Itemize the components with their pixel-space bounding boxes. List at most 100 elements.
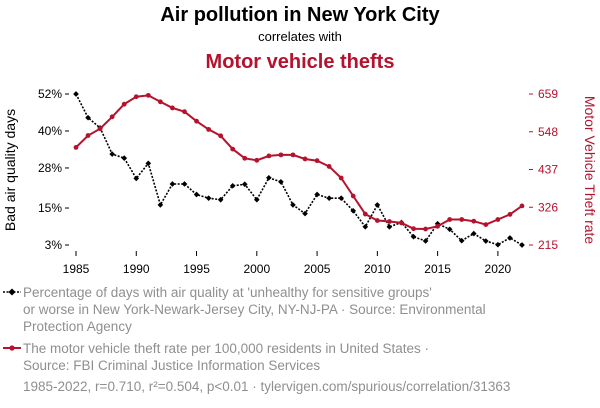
- chart-subtitle: correlates with: [258, 29, 342, 44]
- data-point-vehicle-theft: [507, 211, 513, 217]
- data-point-vehicle-theft: [399, 220, 404, 226]
- data-point-vehicle-theft: [206, 126, 211, 132]
- x-tick-label: 2010: [364, 262, 391, 276]
- data-point-vehicle-theft: [447, 217, 453, 222]
- data-point-air-quality: [290, 202, 296, 208]
- x-axis: 1985 1990 1995 2000 2005 2010 2015 2020: [63, 251, 512, 276]
- data-point-air-quality: [193, 191, 200, 198]
- y-tick-right-label: 215: [538, 238, 558, 252]
- data-point-vehicle-theft: [471, 218, 477, 224]
- data-point-air-quality: [85, 114, 91, 121]
- data-point-vehicle-theft: [519, 203, 525, 209]
- chart-title-secondary: Motor vehicle thefts: [206, 51, 395, 73]
- data-point-air-quality: [314, 191, 320, 198]
- data-point-air-quality: [169, 181, 176, 187]
- data-point-air-quality: [326, 195, 332, 202]
- y-tick-right-label: 326: [538, 200, 558, 214]
- data-point-vehicle-theft: [326, 164, 332, 169]
- data-point-air-quality: [145, 160, 152, 167]
- data-point-vehicle-theft: [266, 153, 272, 159]
- data-point-vehicle-theft: [302, 156, 308, 162]
- data-point-air-quality: [229, 182, 236, 189]
- data-point-air-quality: [157, 202, 164, 208]
- data-point-vehicle-theft: [435, 223, 441, 229]
- y-axis-label-left: Bad air quality days: [2, 109, 18, 231]
- data-point-air-quality: [266, 174, 272, 181]
- data-point-air-quality: [422, 238, 429, 244]
- data-point-vehicle-theft: [338, 175, 344, 181]
- data-point-air-quality: [374, 202, 381, 208]
- legend-text-air-quality-2: or worse in New York-Newark-Jersey City,…: [23, 302, 486, 317]
- data-point-vehicle-theft: [374, 218, 380, 223]
- data-point-vehicle-theft: [411, 226, 416, 232]
- data-point-air-quality: [278, 179, 284, 185]
- data-point-air-quality: [205, 195, 212, 201]
- y-tick-right-label: 548: [538, 125, 558, 139]
- data-point-vehicle-theft: [145, 92, 151, 98]
- data-point-vehicle-theft: [483, 222, 489, 227]
- series-line-air-quality: [75, 93, 523, 246]
- y-tick-left-label: 52%: [38, 87, 62, 101]
- legend-text-vehicle-theft-1: The motor vehicle theft rate per 100,000…: [23, 341, 429, 356]
- x-tick-label: 2005: [304, 262, 331, 276]
- data-point-vehicle-theft: [350, 193, 356, 199]
- y-tick-left-label: 40%: [38, 124, 62, 138]
- legend-marker-air-quality: [8, 288, 16, 296]
- data-point-air-quality: [495, 241, 501, 248]
- data-point-vehicle-theft: [362, 211, 368, 217]
- y-tick-left-label: 15%: [38, 201, 62, 215]
- data-point-air-quality: [121, 155, 128, 161]
- x-tick-label: 2020: [485, 262, 512, 276]
- plot-area: [73, 91, 525, 248]
- data-point-vehicle-theft: [182, 109, 187, 115]
- legend: Percentage of days with air quality at '…: [3, 285, 486, 373]
- data-point-air-quality: [507, 235, 513, 241]
- data-point-vehicle-theft: [97, 126, 103, 132]
- y-axis-left: 3% 15% 28% 40% 52%: [38, 87, 69, 252]
- data-point-air-quality: [410, 233, 417, 240]
- data-point-air-quality: [362, 223, 369, 230]
- x-tick-label: 1995: [183, 262, 210, 276]
- data-point-air-quality: [181, 181, 188, 187]
- x-tick-label: 1990: [123, 262, 150, 276]
- data-point-vehicle-theft: [194, 118, 199, 124]
- y-tick-right-label: 437: [538, 163, 558, 177]
- data-point-vehicle-theft: [85, 133, 91, 138]
- chart-footer: 1985-2022, r=0.710, r²=0.504, p<0.01 · t…: [23, 379, 510, 394]
- y-tick-left-label: 28%: [38, 161, 62, 175]
- data-point-air-quality: [470, 230, 477, 237]
- data-point-vehicle-theft: [218, 133, 224, 139]
- x-tick-label: 2015: [424, 262, 451, 276]
- data-point-air-quality: [519, 242, 525, 248]
- data-point-vehicle-theft: [157, 99, 163, 105]
- data-point-air-quality: [338, 195, 345, 201]
- x-tick-label: 1985: [63, 262, 90, 276]
- data-point-vehicle-theft: [109, 114, 115, 120]
- y-tick-right-label: 659: [538, 87, 558, 101]
- data-point-vehicle-theft: [423, 226, 428, 232]
- data-point-vehicle-theft: [459, 217, 465, 222]
- legend-text-air-quality-3: Protection Agency: [23, 319, 132, 334]
- data-point-air-quality: [109, 151, 116, 157]
- data-point-air-quality: [386, 223, 393, 230]
- data-point-vehicle-theft: [495, 217, 501, 222]
- legend-item-vehicle-theft: The motor vehicle theft rate per 100,000…: [3, 341, 429, 373]
- data-point-vehicle-theft: [230, 146, 236, 152]
- data-point-air-quality: [458, 237, 465, 244]
- x-tick-label: 2000: [243, 262, 270, 276]
- data-point-vehicle-theft: [170, 105, 175, 111]
- data-point-air-quality: [302, 210, 308, 217]
- data-point-vehicle-theft: [314, 158, 320, 164]
- data-point-vehicle-theft: [73, 144, 79, 150]
- data-point-vehicle-theft: [387, 219, 392, 224]
- chart-title: Air pollution in New York City: [160, 4, 440, 26]
- legend-marker-vehicle-theft: [9, 345, 15, 351]
- data-point-vehicle-theft: [133, 94, 139, 100]
- y-axis-right: 215 326 437 548 659: [529, 87, 558, 252]
- legend-item-air-quality: Percentage of days with air quality at '…: [3, 285, 486, 334]
- y-tick-left-label: 3%: [45, 238, 63, 252]
- data-point-vehicle-theft: [121, 101, 127, 107]
- data-point-vehicle-theft: [290, 152, 296, 158]
- data-point-air-quality: [133, 175, 140, 182]
